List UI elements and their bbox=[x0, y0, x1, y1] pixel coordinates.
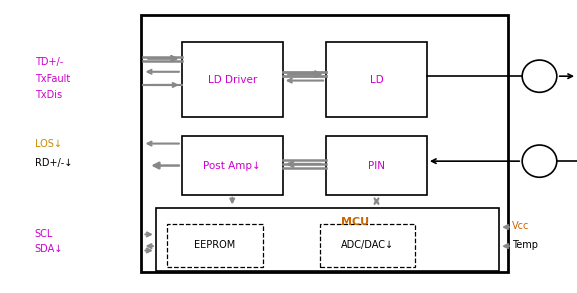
Bar bbox=[326, 136, 427, 195]
Text: Temp: Temp bbox=[512, 240, 538, 250]
Text: EEPROM: EEPROM bbox=[194, 240, 235, 251]
Bar bbox=[182, 42, 283, 117]
Bar bbox=[141, 15, 508, 272]
Bar bbox=[320, 224, 415, 267]
Bar bbox=[182, 136, 283, 195]
Text: TD+/-: TD+/- bbox=[35, 57, 63, 67]
Text: MCU: MCU bbox=[341, 217, 369, 227]
Text: SCL: SCL bbox=[35, 229, 53, 239]
Text: LD Driver: LD Driver bbox=[208, 75, 257, 85]
Bar bbox=[156, 208, 499, 271]
Text: TxDis: TxDis bbox=[35, 90, 62, 100]
Text: RD+/-↓: RD+/-↓ bbox=[35, 158, 72, 168]
Text: SDA↓: SDA↓ bbox=[35, 244, 63, 254]
Text: LOS↓: LOS↓ bbox=[35, 139, 62, 149]
Text: LD: LD bbox=[370, 75, 383, 85]
Text: TxFault: TxFault bbox=[35, 74, 70, 84]
Text: Post Amp↓: Post Amp↓ bbox=[203, 161, 261, 171]
Bar bbox=[167, 224, 263, 267]
Text: ADC/DAC↓: ADC/DAC↓ bbox=[341, 240, 395, 251]
Text: Vcc: Vcc bbox=[512, 221, 529, 231]
Text: PIN: PIN bbox=[368, 161, 385, 171]
Bar bbox=[326, 42, 427, 117]
